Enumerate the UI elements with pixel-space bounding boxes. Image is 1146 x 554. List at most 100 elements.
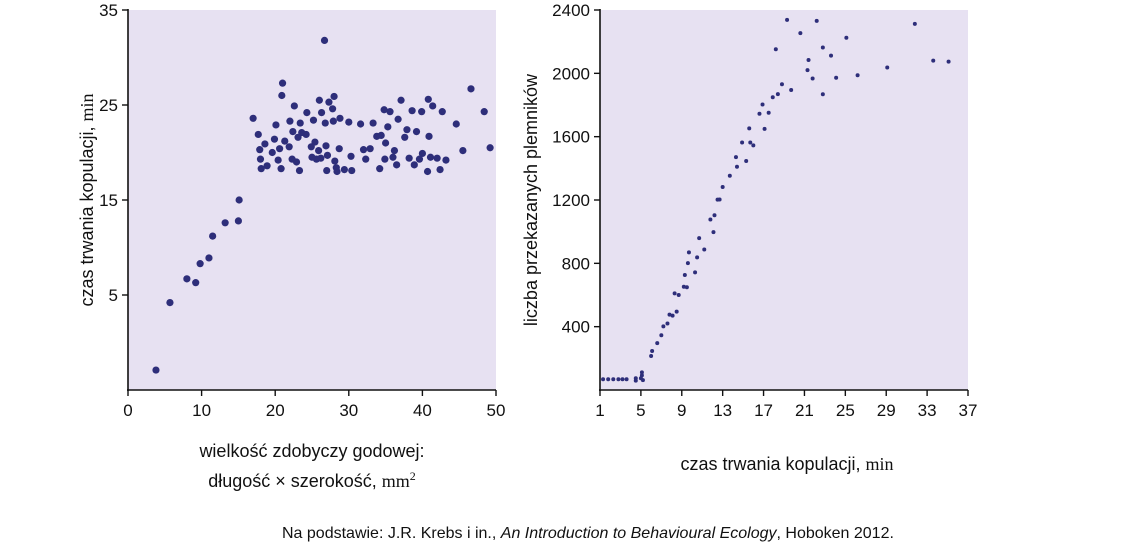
left-point [348, 166, 356, 175]
left-point [309, 116, 318, 124]
left-x-tick-label: 0 [123, 401, 132, 420]
left-x-axis-title-line2: długość × szerokość, mm2 [208, 469, 416, 491]
right-y-tick-label: 2000 [552, 64, 590, 83]
left-point [311, 138, 319, 146]
right-x-tick-label: 37 [959, 401, 978, 420]
left-point [183, 275, 191, 283]
right-point [762, 126, 767, 131]
right-point [744, 159, 749, 164]
right-x-tick-label: 21 [795, 401, 814, 420]
left-point [376, 165, 384, 173]
right-point [717, 197, 722, 202]
right-point [855, 73, 860, 78]
right-point [681, 284, 686, 289]
left-point [410, 161, 418, 169]
right-point [931, 58, 936, 63]
left-point [467, 85, 475, 93]
right-y-axis-title: liczba przekazanych plemników [521, 73, 541, 326]
right-point [720, 185, 725, 190]
right-point [711, 230, 716, 235]
right-point [655, 341, 660, 346]
left-point [418, 149, 426, 158]
left-point [408, 107, 416, 115]
left-point [281, 137, 289, 145]
right-point [672, 291, 677, 296]
left-point [425, 132, 433, 140]
left-point [317, 154, 325, 162]
right-point [810, 76, 815, 81]
right-point [633, 378, 638, 383]
left-point [426, 153, 435, 161]
left-point [315, 96, 323, 104]
right-y-tick-label: 1600 [552, 128, 590, 147]
right-point [708, 217, 713, 222]
left-point [320, 36, 329, 45]
left-point [442, 156, 450, 164]
right-point [616, 377, 621, 382]
left-point [254, 130, 262, 139]
left-point [329, 105, 337, 113]
left-point [321, 119, 329, 127]
right-point [686, 250, 691, 255]
right-point [775, 92, 780, 97]
right-point [770, 95, 775, 100]
right-point [912, 21, 917, 26]
left-point [323, 166, 331, 175]
left-point [340, 166, 348, 174]
left-point [412, 128, 421, 136]
left-x-axis-title-line1: wielkość zdobyczy godowej: [198, 441, 424, 461]
left-point [322, 142, 330, 150]
right-y-tick-label: 2400 [552, 1, 590, 20]
right-point [733, 155, 738, 160]
left-point [347, 152, 355, 160]
source-citation: Na podstawie: J.R. Krebs i in., An Intro… [282, 525, 894, 542]
right-x-tick-label: 5 [636, 401, 645, 420]
left-point [256, 155, 265, 163]
chart-left: 0 10 20 30 40 50 5 15 25 35 czas trwania kopulacj… [77, 1, 505, 491]
right-point [805, 68, 810, 73]
left-x-tick-label: 40 [413, 401, 432, 420]
left-point [390, 147, 399, 155]
left-y-tick-label: 35 [99, 1, 118, 20]
left-point [359, 146, 368, 154]
left-point [380, 106, 388, 114]
left-point [292, 158, 301, 166]
left-point [302, 130, 310, 139]
right-ticks: 1 5 9 13 17 21 25 29 33 37 400 800 1200 1600 2000 2400 [552, 1, 977, 420]
left-ticks: 0 10 20 30 40 50 5 15 25 35 [99, 1, 505, 420]
left-point [336, 114, 344, 122]
right-point [674, 309, 679, 314]
left-point [261, 140, 269, 148]
left-point [234, 217, 242, 225]
left-point [393, 161, 401, 169]
left-point [415, 155, 424, 163]
left-point [369, 119, 377, 127]
left-point [278, 91, 286, 100]
left-point [452, 120, 460, 128]
left-point [268, 148, 276, 157]
left-point [459, 147, 467, 155]
left-y-axis-title: czas trwania kopulacji, min [77, 93, 97, 306]
left-point [166, 299, 174, 307]
right-point [814, 18, 819, 23]
right-point [620, 377, 625, 382]
right-point [747, 126, 752, 131]
right-point [712, 213, 717, 218]
right-x-tick-label: 17 [754, 401, 773, 420]
left-point [486, 144, 494, 152]
left-point [235, 196, 243, 204]
left-point [270, 135, 279, 143]
right-y-tick-label: 1200 [552, 191, 590, 210]
left-point [382, 139, 390, 147]
left-point [221, 219, 229, 227]
left-point [209, 232, 217, 240]
left-point [325, 98, 333, 106]
right-point [601, 377, 606, 382]
left-point [438, 108, 446, 116]
left-point [405, 154, 413, 162]
left-point [276, 145, 284, 153]
left-point [296, 119, 304, 127]
right-point [806, 58, 811, 63]
left-y-tick-label: 5 [109, 286, 118, 305]
chart-right: 1 5 9 13 17 21 25 29 33 374008001200160020002400 … [521, 1, 977, 474]
